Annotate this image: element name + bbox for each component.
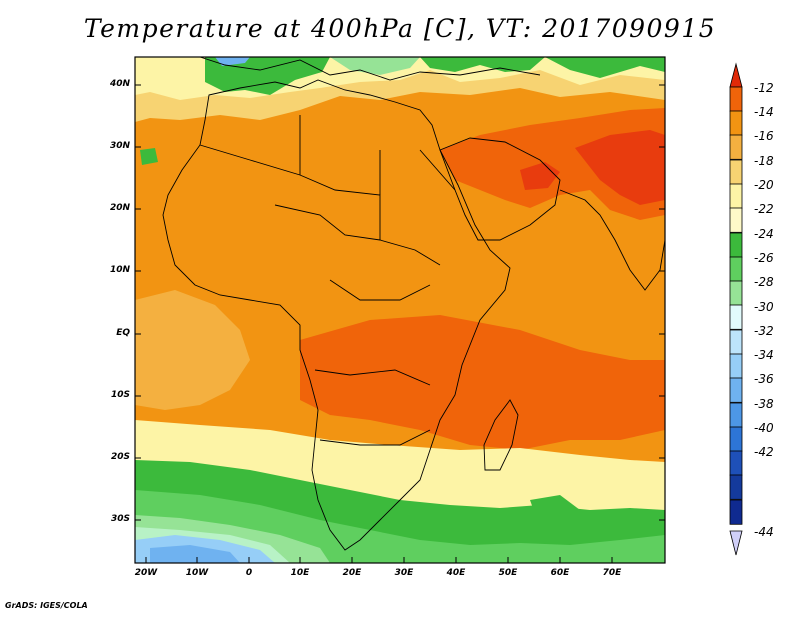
colorbar-label: -16 — [754, 129, 774, 143]
colorbar-label: -40 — [754, 421, 774, 435]
lat-label: 20S — [110, 452, 130, 462]
colorbar-arrow-top — [729, 62, 743, 88]
credit-label: GrADS: IGES/COLA — [5, 601, 88, 610]
lat-label: 30S — [110, 514, 130, 524]
colorbar-label: -20 — [754, 178, 774, 192]
colorbar-segment — [729, 329, 743, 355]
colorbar-segment — [729, 426, 743, 452]
colorbar-segment — [729, 450, 743, 476]
lon-label: 50E — [498, 568, 518, 578]
colorbar-segment — [729, 256, 743, 282]
lat-label: 20N — [109, 203, 130, 213]
colorbar-segment — [729, 86, 743, 112]
colorbar-segment — [729, 280, 743, 306]
lon-label: 10E — [290, 568, 310, 578]
colorbar-segment — [729, 353, 743, 379]
colorbar-label: -28 — [754, 275, 774, 289]
colorbar-segment — [729, 183, 743, 209]
lat-label: 30N — [109, 141, 130, 151]
colorbar-segment — [729, 110, 743, 136]
colorbar-label: -24 — [754, 227, 774, 241]
colorbar-label: -36 — [754, 372, 774, 386]
coastlines — [162, 57, 665, 551]
colorbar-label: -18 — [754, 154, 774, 168]
colorbar-label: -32 — [754, 324, 774, 338]
lon-label: 60E — [550, 568, 570, 578]
colorbar-label: -34 — [754, 348, 774, 362]
colorbar — [729, 62, 743, 556]
colorbar-label: -38 — [754, 397, 774, 411]
lat-label: EQ — [116, 328, 130, 338]
lon-label: 30E — [394, 568, 414, 578]
colorbar-segment — [729, 474, 743, 500]
colorbar-label: -42 — [754, 445, 774, 459]
lat-label: 40N — [109, 79, 130, 89]
colorbar-segment — [729, 499, 743, 525]
colorbar-segment — [729, 134, 743, 160]
colorbar-segment — [729, 377, 743, 403]
lon-label: 70E — [602, 568, 622, 578]
lat-label: 10S — [110, 390, 130, 400]
map-frame — [134, 56, 666, 564]
lon-label: 20E — [342, 568, 362, 578]
colorbar-label: -44 — [754, 525, 774, 539]
lon-label: 0 — [245, 568, 253, 578]
colorbar-segment — [729, 159, 743, 185]
longitude-ticks — [145, 557, 613, 563]
chart-title: Temperature at 400hPa [C], VT: 201709091… — [83, 14, 717, 43]
colorbar-arrow-bottom — [729, 530, 743, 556]
colorbar-label: -26 — [754, 251, 774, 265]
colorbar-label: -30 — [754, 300, 774, 314]
latitude-ticks — [135, 84, 665, 521]
colorbar-label: -12 — [754, 81, 774, 95]
lon-label: 10W — [185, 568, 209, 578]
colorbar-segment — [729, 402, 743, 428]
colorbar-segment — [729, 304, 743, 330]
lat-label: 10N — [109, 265, 130, 275]
colorbar-label: -22 — [754, 202, 774, 216]
lon-label: 40E — [446, 568, 466, 578]
colorbar-segment — [729, 232, 743, 258]
colorbar-label: -14 — [754, 105, 774, 119]
shaded-field — [135, 57, 665, 563]
colorbar-segment — [729, 207, 743, 233]
lon-label: 20W — [134, 568, 158, 578]
